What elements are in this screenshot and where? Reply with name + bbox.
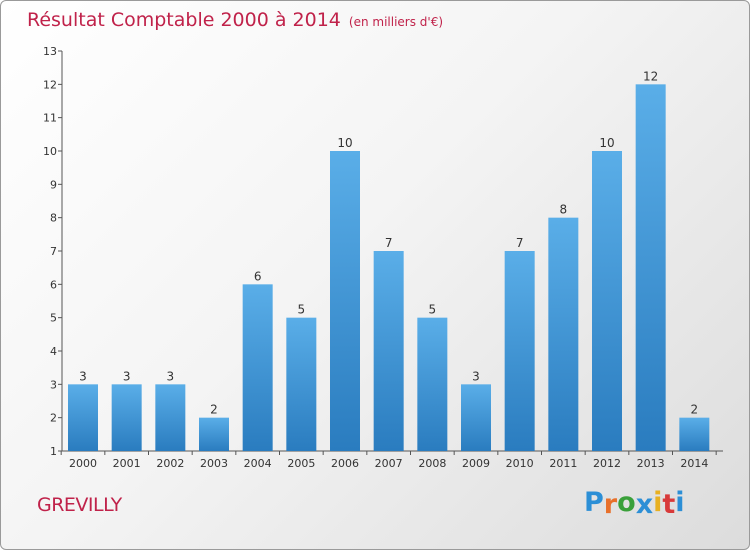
bar [461, 384, 491, 451]
bar [111, 384, 142, 451]
logo-letter: x [635, 489, 654, 520]
y-tick-label: 9 [50, 178, 57, 191]
y-tick-label: 4 [50, 345, 57, 358]
bar-value-label: 10 [337, 136, 352, 150]
logo-letter: o [617, 487, 636, 518]
bar [548, 217, 579, 451]
x-tick-label: 2005 [287, 457, 315, 470]
bar [504, 251, 535, 451]
x-tick-label: 2011 [549, 457, 577, 470]
bar-value-label: 5 [429, 303, 437, 317]
y-tick-label: 1 [50, 445, 57, 458]
bar [242, 284, 273, 451]
bar-value-label: 3 [79, 369, 87, 383]
x-tick-label: 2009 [462, 457, 490, 470]
chart-title: Résultat Comptable 2000 à 2014 (en millie… [27, 9, 443, 31]
y-tick-label: 10 [43, 145, 57, 158]
logo-letter: P [584, 487, 604, 518]
bar-value-label: 12 [643, 69, 658, 83]
bar [68, 384, 98, 451]
bar [286, 317, 317, 451]
x-tick-label: 2010 [506, 457, 534, 470]
x-tick-label: 2007 [375, 457, 403, 470]
chart-title-text: Résultat Comptable 2000 à 2014 [27, 9, 341, 31]
y-tick-label: 2 [50, 412, 57, 425]
y-tick-label: 11 [43, 112, 57, 125]
city-name: GREVILLY [37, 494, 122, 516]
bar [155, 384, 186, 451]
bar-value-label: 3 [472, 369, 480, 383]
x-tick-label: 2013 [637, 457, 665, 470]
bar-value-label: 8 [560, 203, 568, 217]
logo-letter: i [653, 487, 663, 518]
logo-letter: i [675, 487, 685, 518]
y-tick-label: 13 [43, 45, 57, 58]
x-tick-label: 2006 [331, 457, 359, 470]
x-tick-label: 2004 [244, 457, 272, 470]
bar [635, 84, 666, 451]
chart-data-labels: 3 3 3 2 6 5 10 7 5 3 7 8 10 12 2 [79, 69, 698, 416]
x-tick-label: 2012 [593, 457, 621, 470]
x-tick-label: 2014 [680, 457, 708, 470]
x-tick-label: 2008 [418, 457, 446, 470]
bar-value-label: 7 [516, 236, 524, 250]
bar [199, 417, 229, 451]
bar-value-label: 2 [691, 403, 699, 417]
y-tick-label: 12 [43, 78, 57, 91]
x-tick-label: 2001 [113, 457, 141, 470]
logo-letter: t [662, 489, 676, 520]
x-tick-label: 2000 [69, 457, 97, 470]
chart-subtitle: (en milliers d'€) [348, 15, 444, 29]
bar [330, 151, 360, 451]
y-tick-label: 8 [50, 212, 57, 225]
chart-bars [68, 84, 710, 451]
bar-value-label: 3 [167, 369, 175, 383]
bar-value-label: 7 [385, 236, 393, 250]
bar-value-label: 2 [210, 403, 218, 417]
bar-value-label: 5 [298, 303, 306, 317]
bar [373, 251, 404, 451]
x-tick-label: 2002 [156, 457, 184, 470]
proxiti-logo: Proxiti [584, 487, 685, 520]
bar-value-label: 3 [123, 369, 131, 383]
y-tick-label: 3 [50, 378, 57, 391]
x-tick-label: 2003 [200, 457, 228, 470]
bar-value-label: 6 [254, 269, 262, 283]
bar-value-label: 10 [599, 136, 614, 150]
bar [679, 417, 710, 451]
y-tick-label: 6 [50, 278, 57, 291]
y-tick-label: 7 [50, 245, 57, 258]
logo-letter: r [603, 489, 618, 520]
bar [592, 151, 622, 451]
bar [417, 317, 448, 451]
y-tick-label: 5 [50, 312, 57, 325]
